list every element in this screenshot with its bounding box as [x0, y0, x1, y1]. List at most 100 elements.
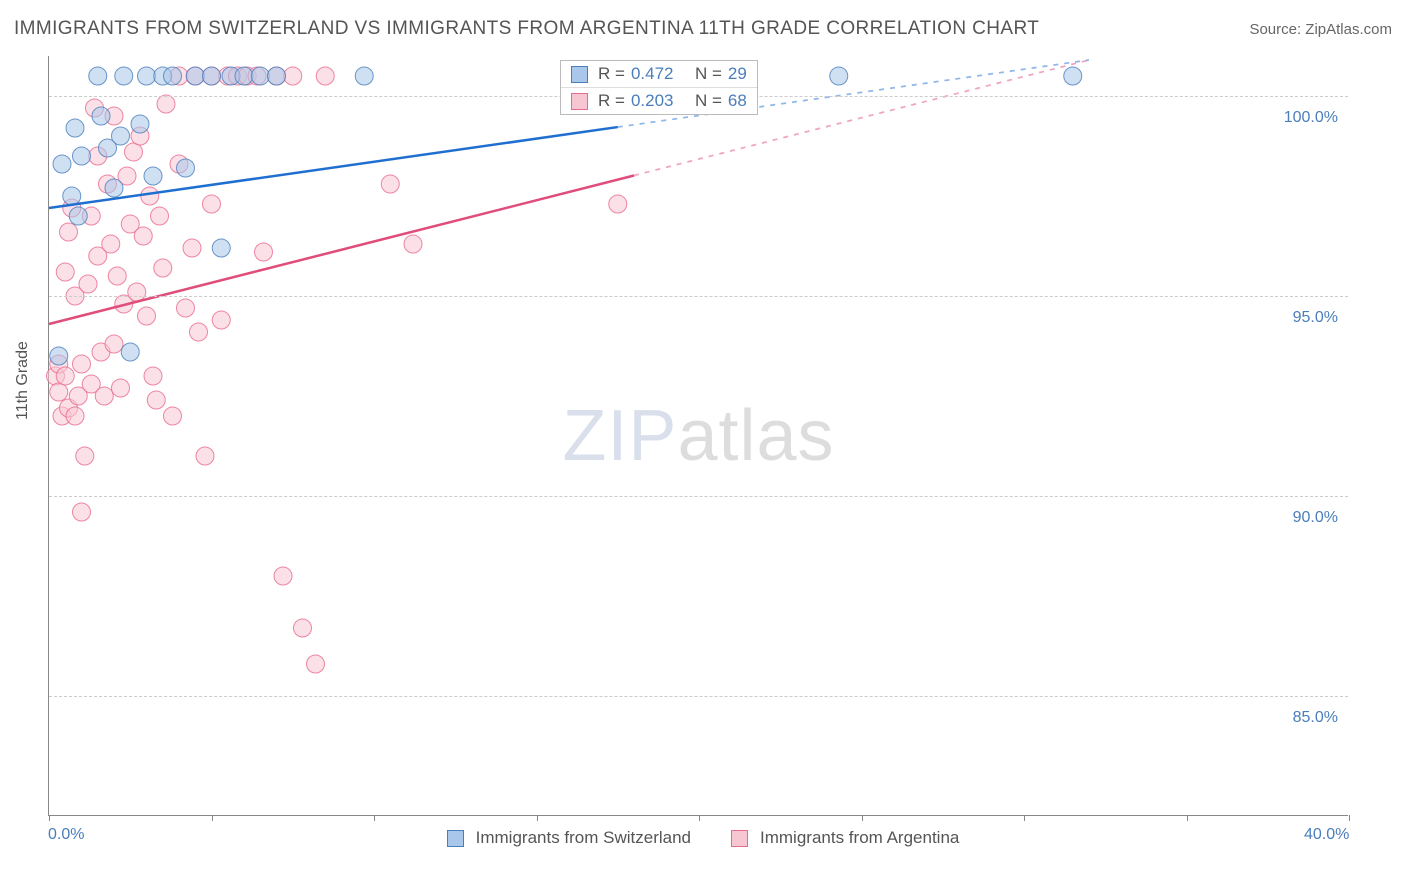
data-point: [154, 259, 172, 277]
legend-swatch-switzerland: [447, 830, 464, 847]
data-point: [53, 155, 71, 173]
n-value-argentina: 68: [728, 91, 747, 111]
data-point: [79, 275, 97, 293]
chart-title: IMMIGRANTS FROM SWITZERLAND VS IMMIGRANT…: [14, 18, 1039, 40]
data-point: [138, 67, 156, 85]
data-point: [164, 67, 182, 85]
stats-row-switzerland: R = 0.472 N = 29: [561, 61, 757, 88]
data-point: [92, 107, 110, 125]
data-point: [50, 347, 68, 365]
stats-row-argentina: R = 0.203 N = 68: [561, 88, 757, 114]
data-point: [196, 447, 214, 465]
data-point: [66, 119, 84, 137]
data-point: [105, 335, 123, 353]
data-point: [235, 67, 253, 85]
data-point: [404, 235, 422, 253]
swatch-switzerland: [571, 66, 588, 83]
y-tick-label: 85.0%: [1293, 709, 1338, 727]
x-tick: [374, 815, 375, 821]
x-tick: [1024, 815, 1025, 821]
data-point: [274, 567, 292, 585]
grid-line: [49, 696, 1348, 697]
data-point: [307, 655, 325, 673]
legend-item-switzerland: Immigrants from Switzerland: [447, 828, 691, 848]
data-point: [203, 195, 221, 213]
data-point: [60, 223, 78, 241]
data-point: [112, 127, 130, 145]
y-axis-label: 11th Grade: [14, 341, 32, 420]
x-tick: [49, 815, 50, 821]
grid-line: [49, 296, 1348, 297]
y-tick-label: 90.0%: [1293, 509, 1338, 527]
x-tick: [1187, 815, 1188, 821]
legend-label-argentina: Immigrants from Argentina: [760, 828, 959, 848]
r-value-switzerland: 0.472: [631, 64, 674, 84]
data-point: [316, 67, 334, 85]
x-tick: [1349, 815, 1350, 821]
legend: Immigrants from Switzerland Immigrants f…: [0, 828, 1406, 848]
data-point: [134, 227, 152, 245]
correlation-stats-box: R = 0.472 N = 29 R = 0.203 N = 68: [560, 60, 758, 115]
x-tick: [862, 815, 863, 821]
data-point: [381, 175, 399, 193]
data-point: [212, 239, 230, 257]
source-attribution: Source: ZipAtlas.com: [1249, 21, 1392, 38]
data-point: [268, 67, 286, 85]
data-point: [108, 267, 126, 285]
data-point: [186, 67, 204, 85]
data-point: [177, 159, 195, 177]
data-point: [73, 147, 91, 165]
y-tick-label: 95.0%: [1293, 309, 1338, 327]
data-point: [63, 187, 81, 205]
data-point: [255, 243, 273, 261]
data-point: [102, 235, 120, 253]
x-max-label: 40.0%: [1304, 826, 1349, 844]
trend-line: [49, 176, 634, 325]
data-point: [112, 379, 130, 397]
data-point: [95, 387, 113, 405]
data-point: [355, 67, 373, 85]
data-point: [89, 67, 107, 85]
y-tick-label: 100.0%: [1284, 109, 1338, 127]
data-point: [50, 383, 68, 401]
data-point: [73, 503, 91, 521]
data-point: [294, 619, 312, 637]
r-label: R =: [598, 91, 625, 111]
plot-area: ZIPatlas 85.0%90.0%95.0%100.0%: [48, 56, 1348, 816]
x-tick: [699, 815, 700, 821]
data-point: [128, 283, 146, 301]
data-point: [609, 195, 627, 213]
data-point: [151, 207, 169, 225]
data-point: [251, 67, 269, 85]
data-point: [105, 179, 123, 197]
x-tick: [212, 815, 213, 821]
data-point: [147, 391, 165, 409]
grid-line: [49, 496, 1348, 497]
n-value-switzerland: 29: [728, 64, 747, 84]
data-point: [830, 67, 848, 85]
data-point: [1064, 67, 1082, 85]
data-point: [203, 67, 221, 85]
data-point: [144, 167, 162, 185]
r-label: R =: [598, 64, 625, 84]
data-point: [190, 323, 208, 341]
legend-item-argentina: Immigrants from Argentina: [731, 828, 959, 848]
data-point: [76, 447, 94, 465]
data-point: [131, 115, 149, 133]
data-point: [138, 307, 156, 325]
legend-swatch-argentina: [731, 830, 748, 847]
data-point: [164, 407, 182, 425]
chart-svg: [49, 56, 1348, 815]
data-point: [284, 67, 302, 85]
data-point: [56, 263, 74, 281]
legend-label-switzerland: Immigrants from Switzerland: [476, 828, 691, 848]
swatch-argentina: [571, 93, 588, 110]
data-point: [69, 207, 87, 225]
x-tick: [537, 815, 538, 821]
data-point: [73, 355, 91, 373]
data-point: [183, 239, 201, 257]
r-value-argentina: 0.203: [631, 91, 674, 111]
data-point: [144, 367, 162, 385]
data-point: [177, 299, 195, 317]
n-label: N =: [695, 64, 722, 84]
